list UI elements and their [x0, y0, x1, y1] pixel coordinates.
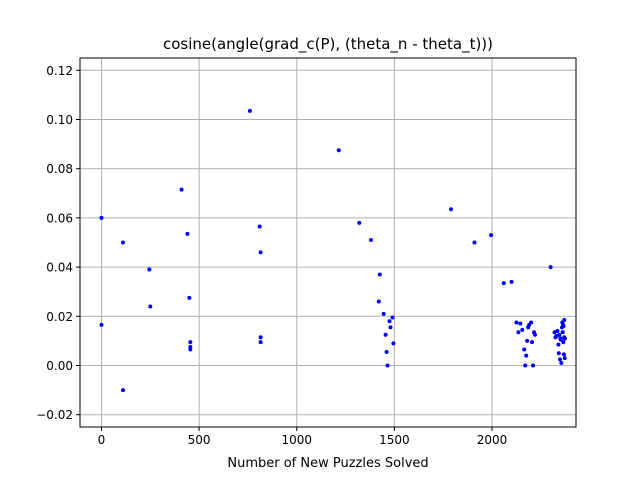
data-point [520, 327, 525, 332]
data-point [258, 250, 263, 255]
data-point [556, 351, 561, 356]
data-point [179, 187, 184, 192]
data-point [188, 340, 193, 345]
x-axis-label: Number of New Puzzles Solved [227, 456, 428, 471]
data-point [377, 272, 382, 277]
data-point [523, 363, 528, 368]
x-tick-label: 1500 [379, 433, 410, 447]
data-point [509, 279, 514, 284]
y-tick-label: 0.08 [46, 162, 73, 176]
data-point [525, 338, 530, 343]
data-point [185, 231, 190, 236]
data-point [561, 352, 566, 357]
data-point [336, 148, 341, 153]
data-point [548, 265, 553, 270]
data-point [381, 311, 386, 316]
data-point [531, 363, 536, 368]
data-point [518, 321, 523, 326]
data-point [187, 295, 192, 300]
axis-ticks: 0 500 1000 1500 2000 −0.02 0.00 0.02 0.04 0.06 0.0… [36, 64, 507, 447]
y-tick-label: 0.00 [46, 359, 73, 373]
data-point [449, 207, 454, 212]
data-point [120, 240, 125, 245]
data-point [563, 336, 568, 341]
grid-lines [80, 58, 576, 427]
data-point [376, 299, 381, 304]
data-point [357, 220, 362, 225]
data-point [560, 330, 565, 335]
data-point [383, 332, 388, 337]
data-points [99, 108, 568, 393]
data-point [532, 332, 537, 337]
data-point [561, 324, 566, 329]
plot-frame [79, 57, 577, 428]
data-point [472, 240, 477, 245]
y-tick-label: 0.02 [46, 310, 73, 324]
data-point [148, 304, 153, 309]
data-point [390, 315, 395, 320]
x-tick-label: 1000 [281, 433, 312, 447]
data-point [99, 322, 104, 327]
data-point [257, 224, 262, 229]
data-point [388, 325, 393, 330]
y-tick-label: 0.10 [46, 113, 73, 127]
data-point [556, 342, 561, 347]
data-point [529, 320, 534, 325]
data-point [558, 337, 563, 342]
data-point [557, 332, 562, 337]
data-point [188, 347, 193, 352]
x-tick-label: 2000 [477, 433, 508, 447]
data-point [384, 349, 389, 354]
x-tick-label: 500 [188, 433, 211, 447]
data-point [120, 388, 125, 393]
data-point [530, 340, 535, 345]
data-point [524, 353, 529, 358]
data-point [258, 335, 263, 340]
data-point [562, 317, 567, 322]
y-tick-label: 0.12 [46, 64, 73, 78]
data-point [391, 341, 396, 346]
data-point [489, 233, 494, 238]
data-point [501, 281, 506, 286]
data-point [562, 356, 567, 361]
data-point [368, 238, 373, 243]
x-tick-label: 0 [98, 433, 106, 447]
data-point [514, 320, 519, 325]
data-point [99, 215, 104, 220]
data-point [559, 361, 564, 366]
data-point [147, 267, 152, 272]
y-tick-label: −0.02 [36, 408, 73, 422]
data-point [555, 329, 560, 334]
data-point [522, 347, 527, 352]
data-point [385, 363, 390, 368]
data-point [387, 319, 392, 324]
y-tick-label: 0.04 [46, 261, 73, 275]
data-point [516, 330, 521, 335]
data-point [258, 340, 263, 345]
chart-title: cosine(angle(grad_c(P), (theta_n - theta… [163, 35, 493, 54]
data-point [561, 340, 566, 345]
data-point [247, 108, 252, 113]
y-tick-label: 0.06 [46, 211, 73, 225]
data-point [557, 357, 562, 362]
